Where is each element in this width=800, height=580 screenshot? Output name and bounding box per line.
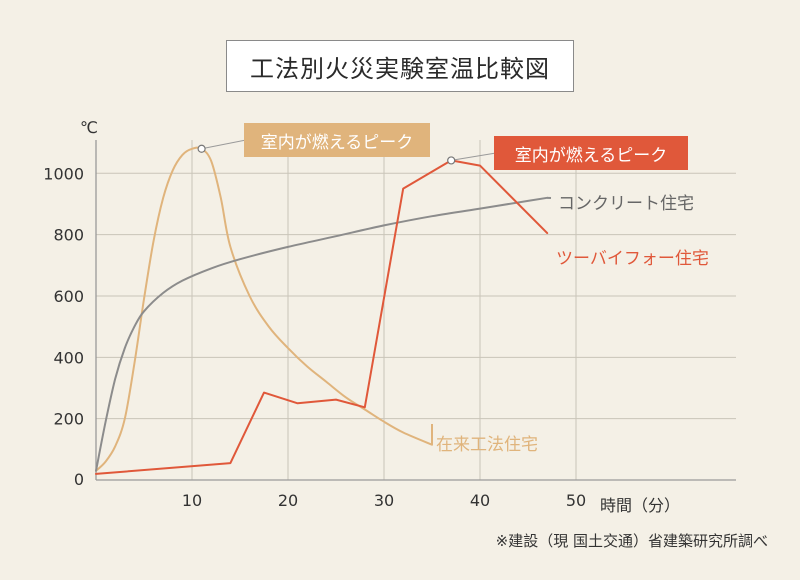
y-tick-label-0: 0 (74, 470, 84, 489)
source-note: ※建設（現 国土交通）省建築研究所調べ (495, 532, 768, 550)
peak-annotation-twobyfour: 室内が燃えるピーク (494, 136, 688, 170)
y-axis-unit: ℃ (80, 118, 98, 137)
y-tick-label-1000: 1000 (43, 164, 84, 183)
series-label-twobyfour: ツーバイフォー住宅 (556, 249, 709, 269)
y-tick-label-800: 800 (53, 226, 84, 245)
peak-pointer-twobyfour (451, 152, 497, 161)
x-tick-label-20: 20 (278, 491, 298, 510)
axes (95, 140, 736, 481)
peak-annotation-wood: 室内が燃えるピーク (244, 123, 430, 157)
peak-marker-wood (197, 144, 206, 153)
series-line-wood (95, 146, 433, 472)
series-line-twobyfour (95, 159, 549, 475)
peak-pointer-wood (201, 139, 247, 150)
tick-labels: 0 200 400 600 800 1000 10 20 30 40 50 (43, 164, 586, 510)
x-tick-label-10: 10 (182, 491, 202, 510)
x-tick-label-30: 30 (374, 491, 394, 510)
grid-lines (96, 140, 736, 480)
y-tick-label-200: 200 (53, 410, 84, 429)
annotation-leaders (201, 139, 552, 445)
x-tick-label-50: 50 (566, 491, 586, 510)
series-line-concrete (95, 196, 549, 472)
chart-title: 工法別火災実験室温比較図 (226, 40, 574, 92)
x-tick-label-40: 40 (470, 491, 490, 510)
series-label-concrete: コンクリート住宅 (558, 194, 694, 214)
series-lines (95, 146, 549, 475)
peak-marker-twobyfour (447, 156, 456, 165)
x-axis-unit: 時間（分） (600, 496, 681, 515)
series-label-wood: 在来工法住宅 (436, 435, 538, 455)
y-tick-label-600: 600 (53, 287, 84, 306)
y-tick-label-400: 400 (53, 348, 84, 367)
peak-markers (197, 144, 456, 165)
